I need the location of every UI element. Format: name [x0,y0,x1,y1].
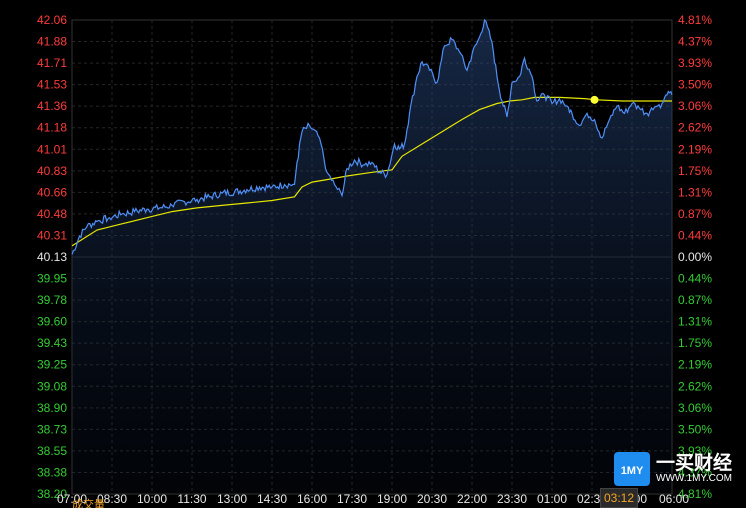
y-tick-label-left: 39.43 [37,336,67,350]
y-tick-label-right: 0.87% [678,207,712,221]
y-tick-label-right: 2.62% [678,121,712,135]
y-tick-label-left: 38.20 [37,487,67,501]
y-tick-label-right: 4.37% [678,35,712,49]
y-tick-label-left: 40.83 [37,164,67,178]
y-tick-label-left: 39.60 [37,315,67,329]
y-tick-label-right: 0.00% [678,250,712,264]
y-tick-label-right: 3.93% [678,56,712,70]
y-tick-label-right: 0.44% [678,272,712,286]
x-tick-label: 20:30 [417,492,447,506]
x-tick-label: 19:00 [377,492,407,506]
price-area [72,20,672,494]
y-tick-label-right: 1.75% [678,336,712,350]
y-tick-label-left: 39.08 [37,379,67,393]
x-tick-label: 16:00 [297,492,327,506]
y-tick-label-left: 40.66 [37,185,67,199]
y-tick-label-right: 3.93% [678,444,712,458]
y-tick-label-right: 2.19% [678,358,712,372]
x-tick-label: 13:00 [217,492,247,506]
price-series-line [71,18,673,255]
y-tick-label-left: 39.25 [37,358,67,372]
y-axis-right: 4.81% 4.37% 3.93% 3.50% 3.06% 2.62% 2.19% 1.75%… [678,13,712,501]
y-tick-label-left: 41.01 [37,142,67,156]
y-tick-label-left: 38.38 [37,465,67,479]
y-tick-label-right: 3.06% [678,401,712,415]
y-tick-label-right: 4.81% [678,13,712,27]
x-tick-label: 08:30 [97,492,127,506]
x-tick-label: 02:30 [577,492,607,506]
x-tick-label: 07:00 [57,492,87,506]
y-tick-label-right: 1.75% [678,164,712,178]
y-tick-label-left: 38.73 [37,422,67,436]
y-tick-label-left: 40.48 [37,207,67,221]
logo-text: 1MY [621,465,644,477]
y-tick-label-right: 4.37% [678,465,712,479]
y-tick-label-right: 3.50% [678,422,712,436]
x-tick-label: 06:00 [659,492,689,506]
y-tick-label-right: 2.62% [678,379,712,393]
y-tick-label-left: 41.36 [37,99,67,113]
y-axis-left: 42.06 41.88 41.71 41.53 41.36 41.18 41.01 40.83… [37,13,67,501]
y-tick-label-right: 1.31% [678,315,712,329]
brand-badge[interactable]: 1MY 一买财经 WWW.1MY.COM [614,452,744,486]
y-tick-label-left: 38.55 [37,444,67,458]
y-tick-label-right: 0.44% [678,228,712,242]
y-tick-label-left: 41.18 [37,121,67,135]
crosshair-time-label: 03:12 [600,488,639,508]
y-tick-label-right: 0.87% [678,293,712,307]
y-tick-label-right: 2.19% [678,142,712,156]
y-tick-label-left: 39.78 [37,293,67,307]
brand-name: 一买财经 [656,452,733,474]
x-tick-label: 22:00 [457,492,487,506]
y-tick-label-right: 4.81% [678,487,712,501]
y-tick-label-left: 42.06 [37,13,67,27]
crosshair-marker [590,95,599,104]
y-tick-label-left: 39.95 [37,272,67,286]
x-tick-label: 23:30 [497,492,527,506]
y-tick-label-left: 40.31 [37,228,67,242]
brand-url: WWW.1MY.COM [656,473,732,484]
y-tick-label-left: 41.71 [37,56,67,70]
y-tick-label-left: 41.53 [37,78,67,92]
volume-label: 成交量 [72,499,105,508]
x-tick-label: 17:30 [337,492,367,506]
price-line [71,18,673,255]
average-series-line [71,96,672,247]
y-tick-label-left: 38.90 [37,401,67,415]
crosshair-dot [590,95,599,104]
x-tick-label: 11:30 [177,492,206,506]
y-tick-label-right: 3.06% [678,99,712,113]
price-area-fill [72,20,672,494]
x-tick-label: 14:30 [257,492,287,506]
y-tick-label-left: 40.13 [37,250,67,264]
y-tick-label-right: 3.50% [678,78,712,92]
average-line [71,96,672,247]
logo-icon: 1MY [614,452,650,486]
x-tick-label: 01:00 [537,492,567,506]
x-tick-label: 10:00 [137,492,167,506]
y-tick-label-left: 41.88 [37,35,67,49]
y-tick-label-right: 1.31% [678,185,712,199]
